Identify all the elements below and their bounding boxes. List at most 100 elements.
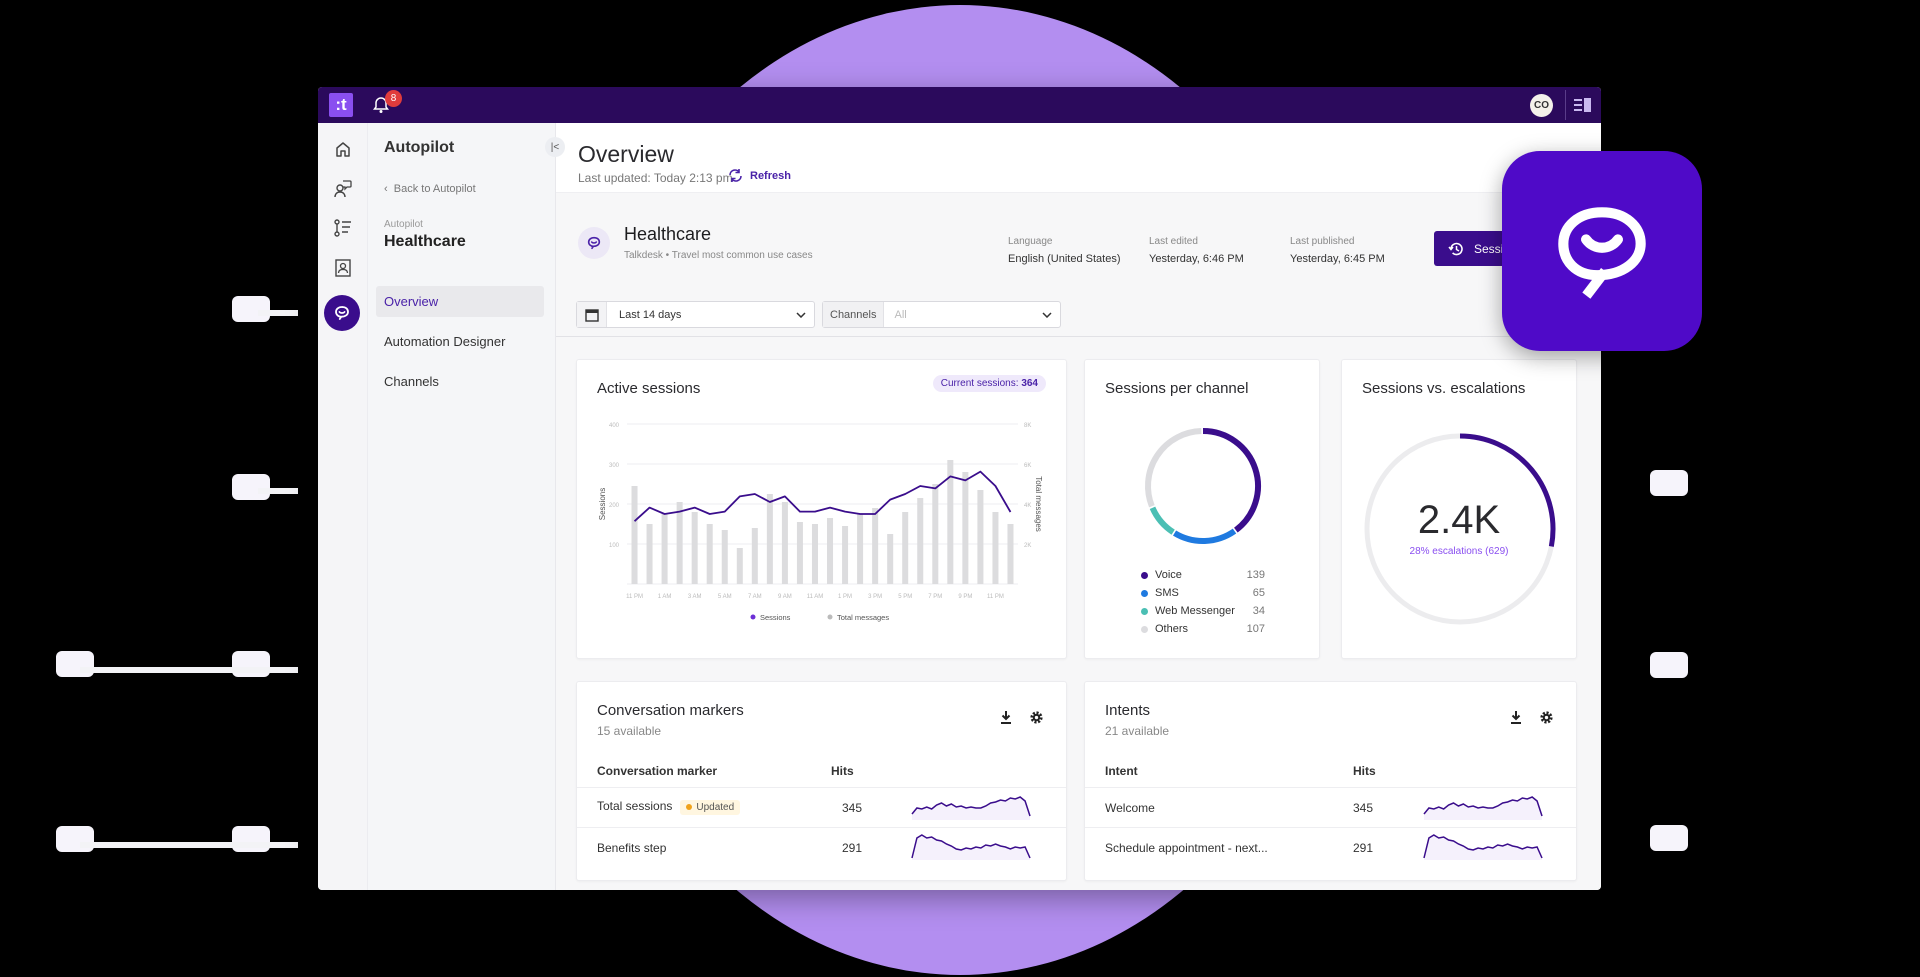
sparkline (1423, 834, 1543, 860)
channels-select[interactable]: Channels All (822, 301, 1061, 328)
sessions-per-channel-donut (1145, 428, 1261, 544)
nav-item-overview[interactable]: Overview (376, 286, 544, 317)
sessions-per-channel-card: Sessions per channel Voice 139 SMS 65 Web … (1084, 359, 1320, 659)
escalations-label: 28% escalations (629) (1409, 546, 1509, 557)
contacts-icon[interactable] (331, 256, 355, 280)
decor-blob (232, 474, 270, 500)
last-updated: Last updated: Today 2:13 pm (578, 171, 733, 185)
svg-text:1 PM: 1 PM (838, 594, 852, 600)
row-name: Welcome (1105, 801, 1155, 815)
row-hits: 291 (842, 841, 863, 855)
card-title: Sessions vs. escalations (1362, 380, 1526, 397)
channel-legend: Voice 139 SMS 65 Web Messenger 34 Others 107 (1141, 566, 1265, 638)
svg-text:Sessions: Sessions (760, 613, 791, 622)
meta-label: Last edited (1149, 236, 1198, 247)
back-link[interactable]: ‹ Back to Autopilot (384, 183, 476, 195)
app-window: :t 8 CO Autopi (318, 87, 1601, 890)
sparkline (911, 834, 1031, 860)
table-row[interactable]: Total sessions Updated 345 (577, 787, 1066, 827)
bot-subtitle: Talkdesk • Travel most common use cases (624, 250, 813, 261)
chevron-down-icon (1042, 311, 1052, 318)
legend-others: Others 107 (1141, 620, 1265, 638)
meta-last-edited: Last edited Yesterday, 6:46 PM (1149, 236, 1244, 265)
svg-text:3 AM: 3 AM (688, 594, 702, 600)
download-icon[interactable] (999, 710, 1013, 724)
notification-badge: 8 (385, 90, 402, 107)
decor-blob (1650, 470, 1688, 496)
page-title: Overview (578, 141, 674, 167)
meta-value: Yesterday, 6:45 PM (1290, 253, 1385, 265)
sparkline (911, 796, 1031, 820)
sub-navigation: Autopilot |< ‹ Back to Autopilot Autopil… (368, 123, 565, 890)
flow-list-icon[interactable] (331, 216, 355, 240)
table-row[interactable]: Schedule appointment - next... 291 (1085, 827, 1576, 867)
column-header-hits[interactable]: Hits (831, 764, 854, 778)
autopilot-app-icon (1502, 151, 1702, 351)
refresh-label: Refresh (750, 169, 791, 182)
svg-text:2K: 2K (1024, 543, 1031, 549)
total-sessions-value: 2.4K (1417, 498, 1501, 542)
meta-last-published: Last published Yesterday, 6:45 PM (1290, 236, 1385, 265)
autopilot-icon (1558, 207, 1646, 299)
row-name: Schedule appointment - next... (1105, 841, 1268, 855)
download-icon[interactable] (1509, 710, 1523, 724)
pill-value: 364 (1021, 378, 1038, 389)
intents-card: Intents 21 available Intent Hits Welcome… (1084, 681, 1577, 881)
svg-text:11 AM: 11 AM (807, 594, 824, 600)
refresh-icon (729, 169, 742, 182)
legend-web-messenger: Web Messenger 34 (1141, 602, 1265, 620)
svg-text:6K: 6K (1024, 463, 1031, 469)
row-hits: 345 (1353, 801, 1374, 815)
decor-blob (1650, 825, 1688, 851)
decor-line (80, 667, 298, 673)
decor-line (258, 310, 298, 316)
row-name: Total sessions (597, 799, 673, 813)
legend-sms: SMS 65 (1141, 584, 1265, 602)
date-range-value: Last 14 days (619, 308, 682, 321)
nav-item-channels[interactable]: Channels (384, 374, 439, 389)
collapse-sidebar-button[interactable]: |< (545, 137, 565, 157)
context-title: Healthcare (384, 233, 466, 250)
refresh-button[interactable]: Refresh (728, 169, 791, 182)
chevron-left-icon: ‹ (384, 183, 394, 195)
meta-value: Yesterday, 6:46 PM (1149, 253, 1244, 265)
gear-icon[interactable] (1539, 710, 1554, 725)
nav-item-automation-designer[interactable]: Automation Designer (384, 334, 506, 349)
date-range-select[interactable]: Last 14 days (576, 301, 815, 328)
row-hits: 291 (1353, 841, 1374, 855)
main-content: Overview Last updated: Today 2:13 pm Ref… (556, 123, 1601, 890)
card-title: Intents (1105, 702, 1151, 719)
svg-text:1 AM: 1 AM (658, 594, 672, 600)
meta-value: English (United States) (1008, 253, 1121, 265)
svg-text:Total messages: Total messages (837, 613, 889, 622)
agent-chat-icon[interactable] (331, 177, 355, 201)
current-sessions-pill: Current sessions: 364 (932, 375, 1046, 392)
column-header-name[interactable]: Conversation marker (597, 764, 718, 778)
table-row[interactable]: Benefits step 291 (577, 827, 1066, 867)
svg-text:200: 200 (609, 503, 620, 509)
meta-language: Language English (United States) (1008, 236, 1121, 265)
svg-text:11 PM: 11 PM (626, 594, 643, 600)
svg-text:4K: 4K (1024, 503, 1031, 509)
sparkline (1423, 796, 1543, 820)
column-header-name[interactable]: Intent (1105, 764, 1138, 778)
decor-blob (1650, 652, 1688, 678)
gear-icon[interactable] (1029, 710, 1044, 725)
card-title: Active sessions (597, 380, 701, 397)
svg-text:5 AM: 5 AM (718, 594, 732, 600)
user-avatar[interactable]: CO (1530, 94, 1553, 117)
home-icon[interactable] (331, 137, 355, 161)
sessions-vs-escalations-card: Sessions vs. escalations 2.4K 28% escala… (1341, 359, 1577, 659)
talkdesk-logo[interactable]: :t (329, 93, 353, 117)
table-row[interactable]: Welcome 345 (1085, 787, 1576, 827)
updated-badge: Updated (680, 799, 741, 815)
svg-text:8K: 8K (1024, 423, 1031, 429)
history-icon (1448, 242, 1463, 255)
active-sessions-card: Active sessions Current sessions: 364 10… (576, 359, 1067, 659)
bell-icon[interactable] (373, 96, 389, 114)
panel-toggle-icon[interactable] (1574, 98, 1591, 112)
autopilot-icon[interactable] (324, 295, 360, 331)
legend-voice: Voice 139 (1141, 566, 1265, 584)
column-header-hits[interactable]: Hits (1353, 764, 1376, 778)
